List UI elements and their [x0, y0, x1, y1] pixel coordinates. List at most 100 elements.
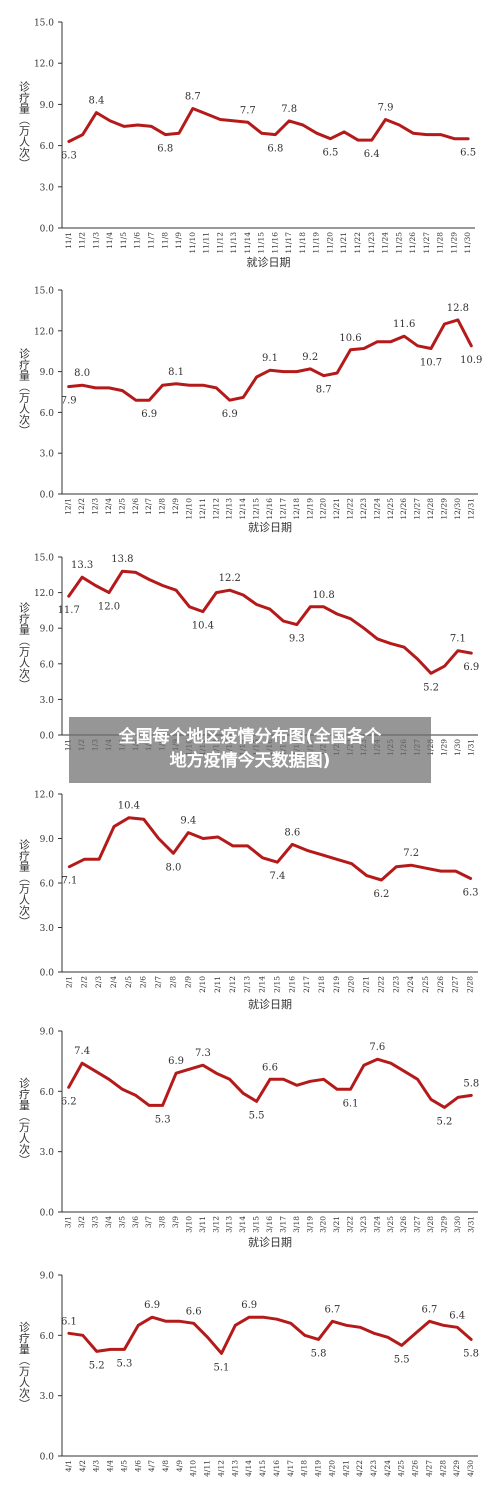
y-tick-label: 12.0 — [34, 60, 54, 70]
y-axis-label: 诊疗量（万人次） — [18, 838, 31, 927]
y-tick-label: 15.0 — [34, 287, 54, 297]
data-point — [157, 837, 160, 840]
x-axis-label: 就诊日期 — [247, 255, 291, 269]
x-tick-label: 2/12 — [228, 976, 237, 993]
data-label: 7.3 — [195, 1048, 211, 1059]
data-point — [177, 132, 181, 135]
x-tick-label: 2/27 — [451, 976, 460, 993]
x-tick-label: 3/9 — [171, 1216, 180, 1228]
x-tick-label: 3/28 — [426, 1216, 435, 1233]
data-label: 10.8 — [313, 590, 335, 601]
data-label: 6.6 — [262, 1062, 278, 1073]
data-label: 6.9 — [144, 1300, 160, 1311]
data-point — [456, 649, 460, 652]
x-tick-label: 12/15 — [252, 498, 261, 520]
data-point — [470, 344, 473, 347]
data-point — [95, 1350, 98, 1353]
data-label: 11.7 — [58, 605, 80, 616]
x-tick-label: 3/8 — [158, 1216, 167, 1228]
data-point — [215, 1072, 218, 1075]
data-label: 8.6 — [284, 827, 300, 838]
data-point — [255, 603, 258, 606]
y-tick-label: 3.0 — [40, 696, 55, 706]
data-label: 6.5 — [460, 148, 476, 159]
x-tick-label: 1/29 — [439, 739, 448, 756]
y-tick-label: 6.0 — [40, 660, 55, 670]
data-point — [148, 398, 151, 402]
y-tick-label: 15.0 — [34, 554, 54, 564]
data-point — [67, 1332, 71, 1335]
x-tick-label: 2/28 — [466, 976, 475, 993]
data-point — [456, 1096, 460, 1099]
x-tick-label: 4/16 — [272, 1460, 281, 1477]
data-point — [188, 384, 191, 387]
x-tick-label: 3/17 — [278, 1216, 287, 1233]
data-point — [301, 123, 305, 127]
x-tick-label: 12/14 — [238, 498, 247, 520]
data-point — [362, 627, 366, 630]
data-point — [232, 119, 236, 123]
data-point — [246, 844, 249, 848]
line-chart-4: 0.0 3.0 6.0 9.0 12.0 2/1 2/2 2/3 2/4 2/5 2/6 2/7 2/8… — [18, 791, 479, 1012]
y-tick-label: 9.0 — [40, 625, 55, 635]
data-label: 6.9 — [241, 1300, 257, 1311]
x-tick-label: 3/16 — [265, 1216, 274, 1233]
data-point — [416, 1078, 419, 1081]
data-label: 9.4 — [180, 816, 196, 827]
data-point — [372, 1332, 376, 1335]
data-label: 7.1 — [61, 876, 77, 887]
data-point — [276, 861, 279, 864]
data-point — [148, 1104, 151, 1107]
x-tick-label: 12/6 — [131, 498, 140, 515]
x-tick-label: 3/7 — [144, 1216, 153, 1228]
data-point — [201, 384, 205, 387]
data-point — [97, 858, 101, 861]
data-point — [261, 1316, 265, 1319]
data-point — [291, 843, 294, 846]
data-label: 13.8 — [111, 554, 133, 565]
x-tick-label: 2/6 — [139, 976, 148, 988]
y-tick-label: 9.0 — [40, 368, 55, 378]
data-label: 6.9 — [141, 409, 157, 420]
x-tick-label: 3/26 — [399, 1216, 408, 1233]
data-point — [95, 111, 98, 114]
x-tick-label: 2/10 — [198, 976, 207, 993]
x-tick-label: 4/28 — [438, 1460, 447, 1477]
y-tick-label: 0.0 — [40, 491, 55, 501]
data-point — [362, 1063, 366, 1067]
x-tick-label: 4/17 — [286, 1460, 295, 1477]
data-point — [453, 137, 456, 140]
data-point — [439, 869, 443, 873]
x-tick-label: 2/19 — [332, 976, 341, 993]
x-tick-label: 12/3 — [91, 498, 100, 515]
x-tick-label: 3/30 — [453, 1216, 462, 1233]
data-label: 8.4 — [88, 96, 104, 107]
data-point — [315, 132, 318, 135]
series-line — [67, 569, 473, 675]
data-point — [67, 385, 70, 388]
x-tick-label: 12/4 — [104, 498, 113, 515]
y-tick-label: 3.0 — [40, 183, 55, 193]
data-label: 9.3 — [289, 634, 305, 645]
data-point — [466, 137, 470, 140]
x-tick-label: 4/18 — [300, 1460, 309, 1477]
data-point — [456, 318, 460, 322]
data-point — [274, 133, 277, 136]
data-point — [370, 138, 373, 142]
x-tick-label: 2/25 — [421, 976, 430, 993]
data-point — [429, 347, 433, 350]
data-point — [83, 858, 86, 861]
data-point — [148, 578, 151, 581]
x-tick-label: 11/8 — [160, 232, 169, 249]
data-point — [295, 1084, 299, 1087]
x-tick-label: 3/11 — [198, 1216, 207, 1233]
x-tick-label: 3/18 — [292, 1216, 301, 1233]
x-tick-label: 12/20 — [319, 498, 328, 520]
x-tick-label: 11/14 — [243, 232, 252, 254]
line-chart-6: 0.0 3.0 6.0 9.0 4/1 4/2 4/3 4/4 4/5 4/6 4/7 4/8 4/9 4… — [18, 1272, 480, 1477]
data-point — [228, 1078, 231, 1081]
data-label: 6.3 — [61, 150, 77, 161]
x-axis-label: 就诊日期 — [248, 997, 292, 1011]
data-point — [358, 1326, 362, 1329]
x-tick-label: 3/13 — [225, 1216, 234, 1233]
